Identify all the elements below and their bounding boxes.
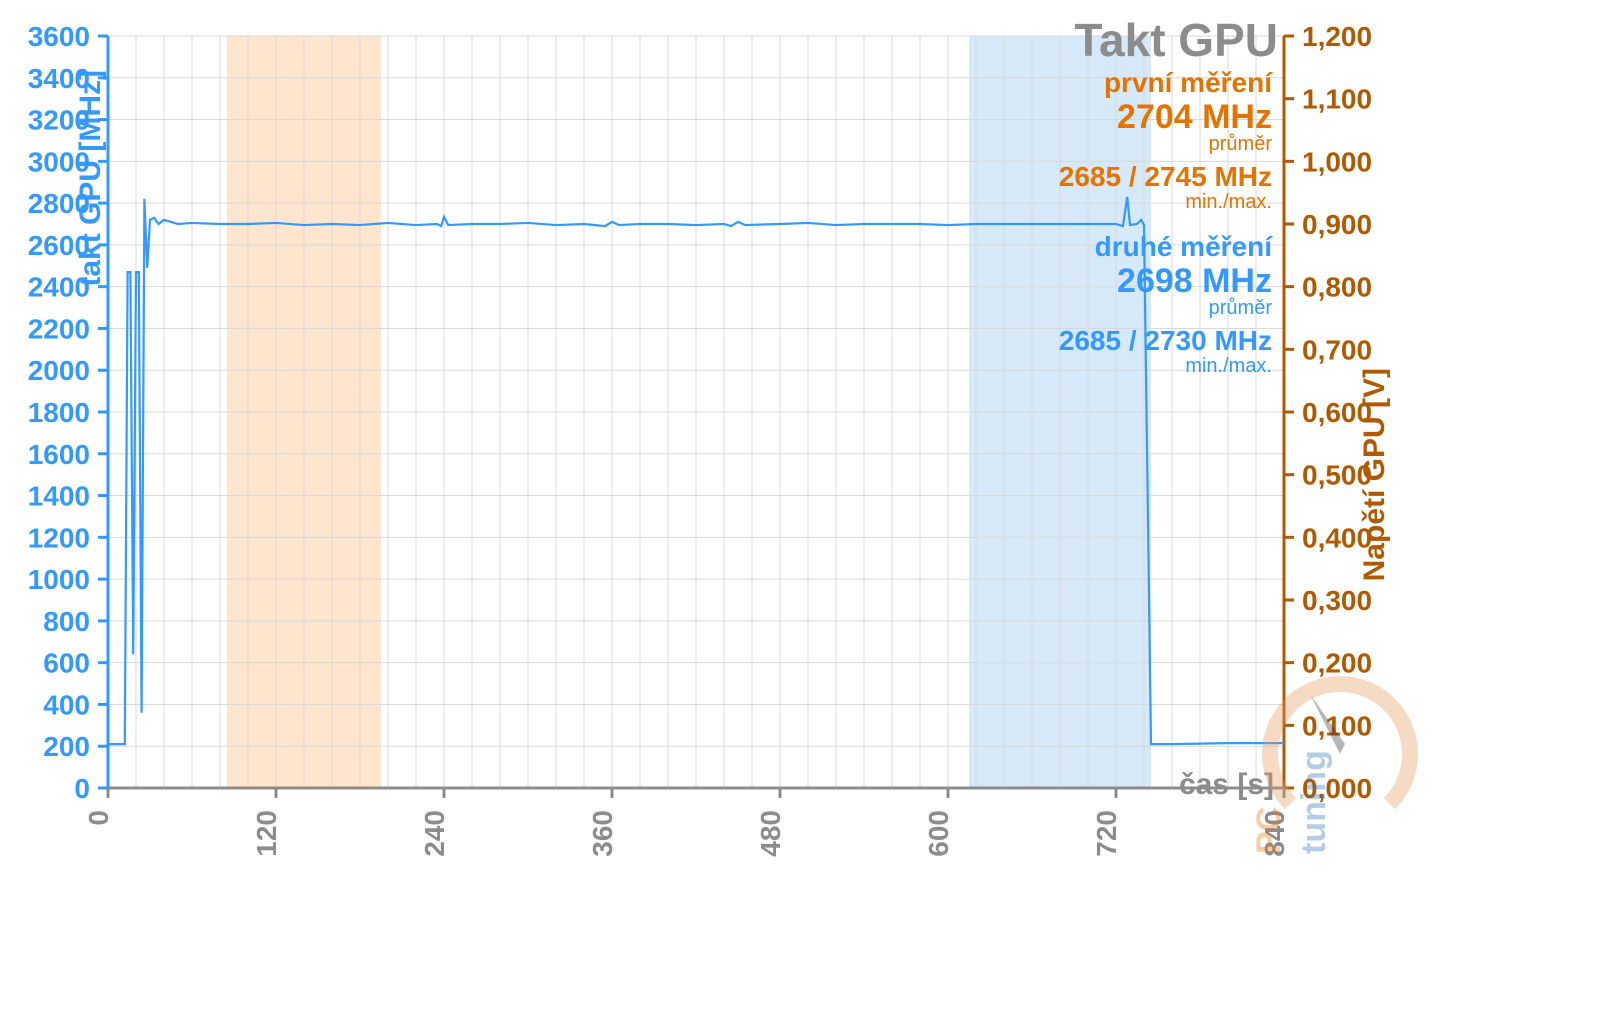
- anno-title: první měření: [1104, 67, 1273, 98]
- y-right-title: Napětí GPU [V]: [1358, 368, 1391, 581]
- y-left-tick-label: 800: [43, 606, 90, 637]
- anno-title: druhé měření: [1095, 231, 1274, 262]
- anno-range-sub: min./max.: [1185, 191, 1272, 213]
- anno-value: 2704 MHz: [1117, 98, 1272, 136]
- x-tick-label: 240: [419, 810, 450, 857]
- anno-value-sub: průměr: [1209, 297, 1273, 319]
- y-right-tick-label: 0,300: [1302, 585, 1372, 616]
- x-tick-label: 0: [83, 810, 114, 826]
- anno-range: 2685 / 2730 MHz: [1059, 325, 1272, 356]
- y-left-tick-label: 0: [74, 773, 90, 804]
- y-left-tick-label: 2000: [28, 355, 90, 386]
- y-left-tick-label: 400: [43, 689, 90, 720]
- y-left-title: takt GPU [MHz]: [74, 70, 107, 287]
- y-right-tick-label: 1,100: [1302, 84, 1372, 115]
- watermark-logo: PC tuning: [1250, 634, 1470, 859]
- y-left-tick-label: 1600: [28, 439, 90, 470]
- gpu-clock-chart: 0200400600800100012001400160018002000220…: [0, 0, 1600, 1009]
- anno-value: 2698 MHz: [1117, 262, 1272, 300]
- watermark-text-1: PC: [1250, 807, 1288, 854]
- x-tick-label: 120: [251, 810, 282, 857]
- y-right-tick-label: 1,200: [1302, 21, 1372, 52]
- watermark-text-2: tuning: [1295, 750, 1333, 854]
- y-left-tick-label: 1200: [28, 522, 90, 553]
- chart-title: Takt GPU: [1074, 14, 1278, 66]
- x-tick-label: 720: [1091, 810, 1122, 857]
- y-left-tick-label: 200: [43, 731, 90, 762]
- y-right-tick-label: 0,900: [1302, 209, 1372, 240]
- y-left-tick-label: 1000: [28, 564, 90, 595]
- x-tick-label: 360: [587, 810, 618, 857]
- y-left-tick-label: 1400: [28, 481, 90, 512]
- y-right-tick-label: 0,700: [1302, 334, 1372, 365]
- y-left-tick-label: 3600: [28, 21, 90, 52]
- anno-range-sub: min./max.: [1185, 355, 1272, 377]
- y-right-tick-label: 0,800: [1302, 272, 1372, 303]
- x-tick-label: 480: [755, 810, 786, 857]
- anno-value-sub: průměr: [1209, 133, 1273, 155]
- x-tick-label: 600: [923, 810, 954, 857]
- anno-range: 2685 / 2745 MHz: [1059, 161, 1272, 192]
- y-left-tick-label: 1800: [28, 397, 90, 428]
- y-left-tick-label: 2200: [28, 313, 90, 344]
- y-right-tick-label: 1,000: [1302, 146, 1372, 177]
- y-left-tick-label: 600: [43, 648, 90, 679]
